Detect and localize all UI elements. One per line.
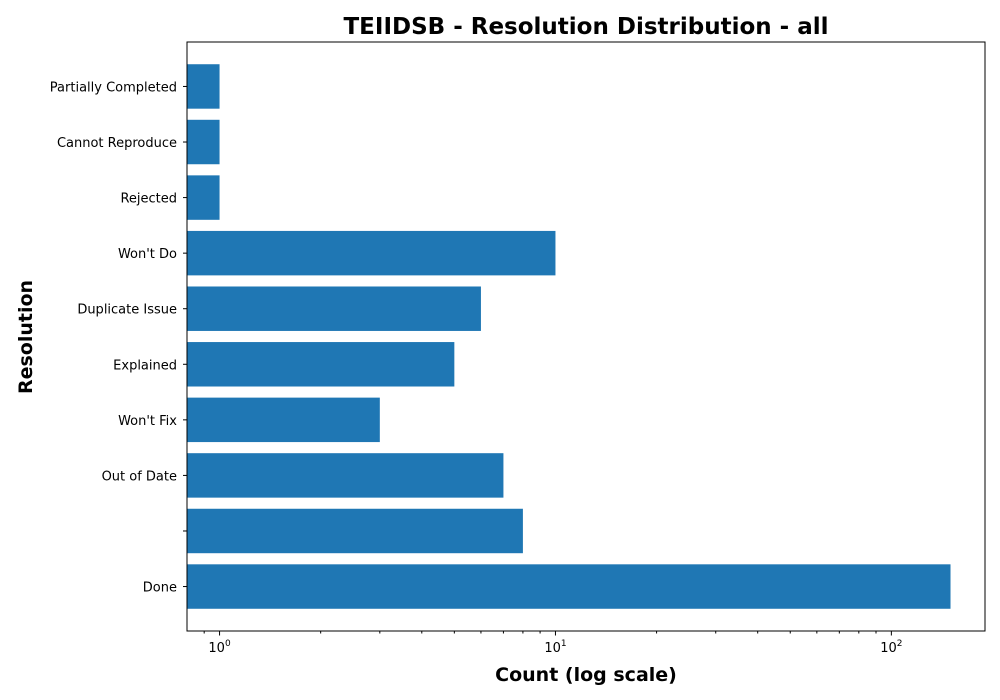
y-axis-ticks: Done Out of Date Won't Fix Explained Duplica… [50, 80, 187, 596]
bar-out-of-date [187, 453, 504, 498]
y-tick-label: Out of Date [102, 469, 177, 484]
chart-title: TEIIDSB - Resolution Distribution - all [343, 14, 828, 40]
bar-rejected [187, 175, 220, 220]
bar-unnamed [187, 508, 523, 554]
bars-layer [187, 64, 951, 609]
y-tick-label: Cannot Reproduce [57, 136, 177, 151]
y-tick-label: Won't Do [118, 247, 177, 262]
y-tick-label: Rejected [120, 192, 177, 207]
x-axis-ticks: 100 101 102 [203, 631, 903, 656]
bar-won-t-fix [187, 397, 380, 443]
bar-cannot-reproduce [187, 119, 220, 165]
bar-partially-completed [187, 64, 220, 109]
y-tick-label: Explained [113, 358, 177, 373]
x-tick-label: 101 [544, 639, 566, 656]
x-axis-label: Count (log scale) [495, 664, 677, 686]
x-tick-label: 100 [208, 639, 231, 656]
y-tick-label: Won't Fix [118, 414, 177, 429]
bar-done [187, 564, 951, 609]
bar-explained [187, 342, 455, 387]
y-axis-label: Resolution [15, 280, 37, 394]
y-tick-label: Partially Completed [50, 80, 177, 95]
y-tick-label: Duplicate Issue [77, 303, 177, 318]
x-tick-label: 102 [880, 639, 902, 656]
bar-duplicate-issue [187, 286, 481, 331]
y-tick-label: Done [143, 581, 177, 596]
plot-frame [186, 41, 986, 632]
bar-won-t-do [187, 230, 556, 276]
